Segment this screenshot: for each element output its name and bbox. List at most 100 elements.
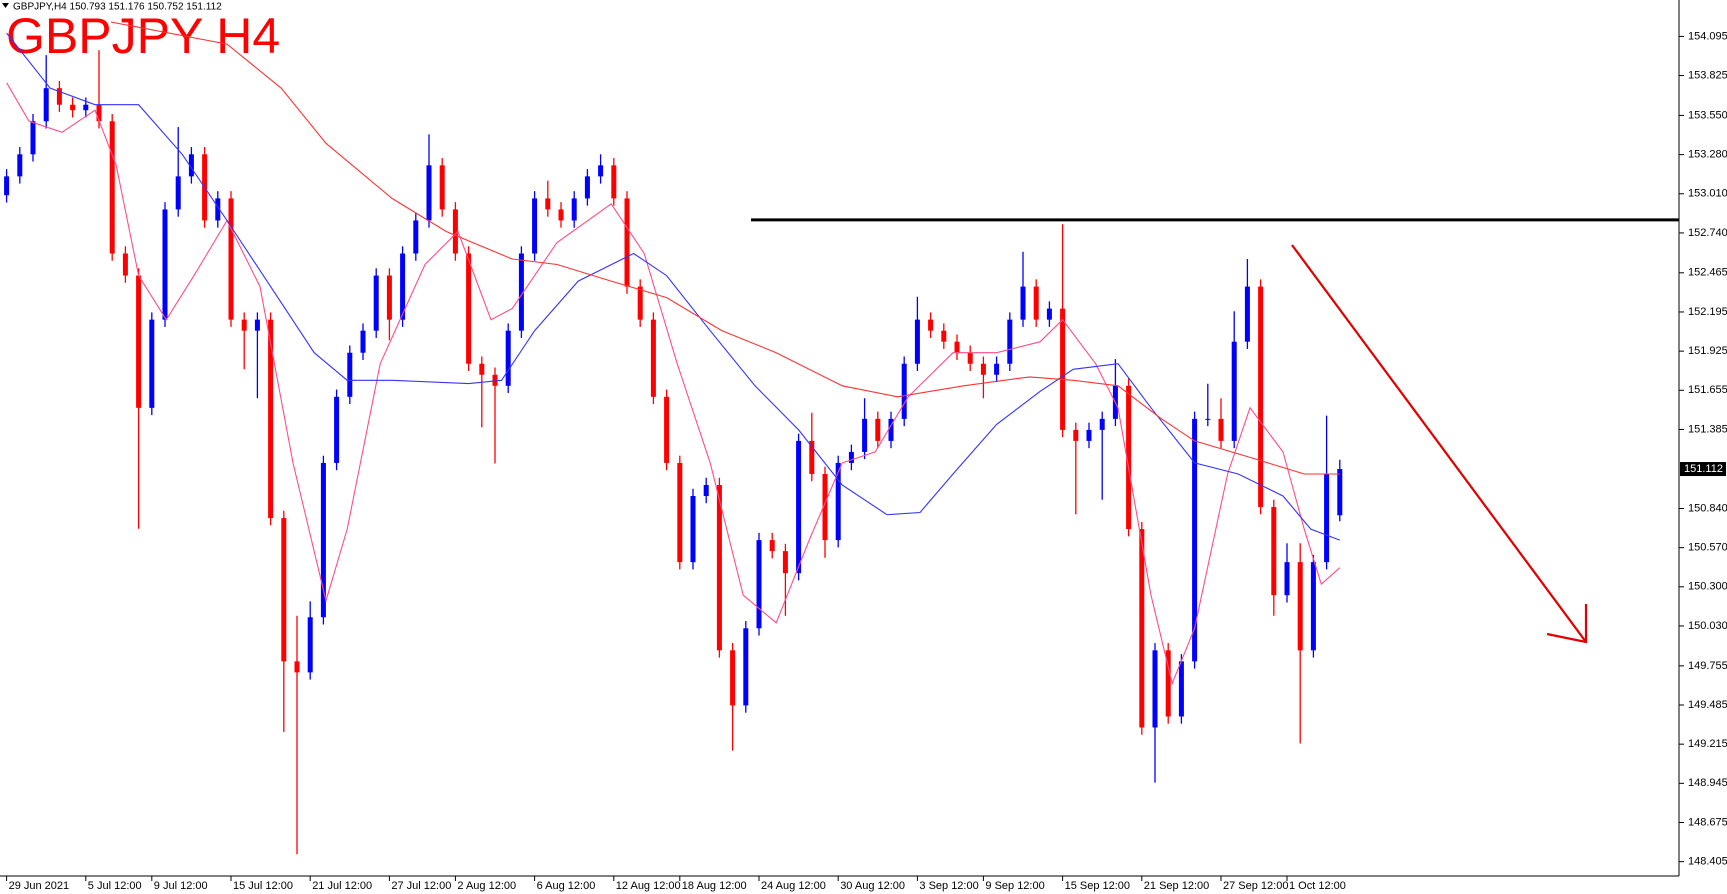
candle xyxy=(1218,398,1224,449)
candle xyxy=(677,455,683,570)
y-tick-label: 151.385 xyxy=(1688,423,1727,435)
arrow-shaft xyxy=(1291,244,1587,643)
candle-body xyxy=(1139,529,1145,728)
candle-body xyxy=(17,154,23,177)
candle-body xyxy=(149,319,155,408)
candle xyxy=(1244,259,1250,349)
candle-body xyxy=(558,209,564,221)
candle-body xyxy=(347,352,353,397)
candle xyxy=(558,202,564,228)
candle-body xyxy=(809,440,815,474)
candle xyxy=(1271,499,1277,616)
candle xyxy=(149,312,155,416)
candle-body xyxy=(1205,418,1211,420)
candle xyxy=(1126,378,1132,537)
x-tick-label: 27 Jul 12:00 xyxy=(391,880,451,892)
candle xyxy=(1310,554,1316,658)
candle xyxy=(281,510,287,732)
candle-body xyxy=(822,473,828,541)
candle-body xyxy=(400,253,406,320)
candle xyxy=(294,615,300,855)
y-tick-label: 153.010 xyxy=(1688,188,1727,200)
candle xyxy=(703,477,709,504)
y-tick-label: 153.280 xyxy=(1688,149,1727,161)
header-triangle xyxy=(2,3,9,8)
candle xyxy=(901,356,907,427)
candle xyxy=(994,356,1000,383)
x-tick-label: 21 Sep 12:00 xyxy=(1144,880,1209,892)
moving-average xyxy=(110,21,1340,475)
x-tick-label: 9 Jul 12:00 xyxy=(154,880,208,892)
candle xyxy=(716,477,722,658)
candle xyxy=(1007,312,1013,371)
candle xyxy=(439,158,445,217)
candle-body xyxy=(1178,661,1184,717)
candle-body xyxy=(360,330,366,353)
candle-body xyxy=(611,165,617,199)
y-tick-label: 150.030 xyxy=(1688,620,1727,632)
candle xyxy=(690,488,696,570)
candle-body xyxy=(545,198,551,210)
candle xyxy=(268,312,274,526)
candle-body xyxy=(848,451,854,463)
candle-body xyxy=(1152,650,1158,728)
candle xyxy=(1033,279,1039,327)
candle-body xyxy=(413,220,419,254)
candle xyxy=(70,97,76,118)
trend-arrow xyxy=(1291,244,1588,644)
candle xyxy=(637,279,643,327)
candle xyxy=(505,323,511,394)
candle xyxy=(967,345,973,371)
candle xyxy=(43,55,49,129)
candle xyxy=(914,296,920,371)
candle-body xyxy=(796,440,802,574)
candle-body xyxy=(334,396,340,463)
candle xyxy=(122,246,128,283)
candle xyxy=(386,268,392,341)
y-tick-label: 151.655 xyxy=(1688,384,1727,396)
x-tick-label: 27 Sep 12:00 xyxy=(1223,880,1288,892)
candle-body xyxy=(268,319,274,519)
candle-body xyxy=(254,319,260,331)
candle-body xyxy=(96,104,102,122)
candle xyxy=(1297,543,1303,744)
y-tick-label: 151.925 xyxy=(1688,345,1727,357)
candle xyxy=(875,411,881,449)
candle-body xyxy=(875,418,881,441)
candle xyxy=(1046,301,1052,327)
candle-body xyxy=(835,462,841,541)
x-tick-label: 15 Sep 12:00 xyxy=(1065,880,1130,892)
candle-body xyxy=(769,540,775,552)
y-tick-label: 148.675 xyxy=(1688,816,1727,828)
candle-body xyxy=(452,209,458,254)
candle xyxy=(30,113,36,162)
candle-body xyxy=(307,617,313,673)
candle xyxy=(1231,311,1237,449)
candle-body xyxy=(888,418,894,441)
candle-body xyxy=(479,363,485,375)
candle-body xyxy=(1218,418,1224,441)
candle-body xyxy=(1033,286,1039,320)
candle xyxy=(17,147,23,184)
candle-body xyxy=(241,319,247,331)
candle-body xyxy=(1020,286,1026,320)
candle xyxy=(664,389,670,471)
candle-body xyxy=(782,551,788,574)
candle-body xyxy=(188,154,194,177)
x-tick-label: 21 Jul 12:00 xyxy=(312,880,372,892)
candle xyxy=(1284,543,1290,603)
candle-body xyxy=(571,198,577,221)
candle-body xyxy=(320,462,326,618)
candle-body xyxy=(1297,562,1303,651)
candle-body xyxy=(1086,429,1092,441)
candle xyxy=(1086,422,1092,449)
candle-body xyxy=(294,661,300,673)
candle-body xyxy=(1231,341,1237,441)
candle xyxy=(611,158,617,206)
candle xyxy=(452,202,458,261)
chart-title: GBPJPY H4 xyxy=(6,8,280,64)
candle xyxy=(1324,415,1330,570)
candle xyxy=(796,433,802,581)
candle-body xyxy=(109,121,115,254)
